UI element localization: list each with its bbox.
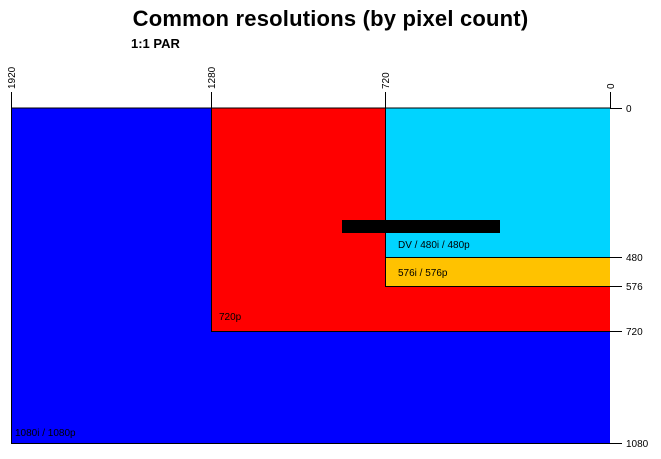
region-480-rect [385, 108, 610, 257]
region-label-720: 720p [219, 312, 242, 323]
x-tick-1920: 1920 [7, 66, 18, 89]
region-label-1080: 1080i / 1080p [15, 428, 76, 439]
diagram-subtitle: 1:1 PAR [131, 36, 180, 51]
x-tick-1280: 1280 [207, 66, 218, 89]
x-tick-0: 0 [606, 83, 617, 89]
region-label-576: 576i / 576p [398, 268, 448, 279]
region-outlines [11, 107, 610, 444]
y-tick-480: 480 [626, 253, 643, 264]
y-tick-1080: 1080 [626, 439, 649, 450]
y-tick-720: 720 [626, 327, 643, 338]
x-tick-720: 720 [381, 72, 392, 89]
right-axis-ticks [610, 108, 622, 444]
top-axis-ticks [11, 92, 611, 108]
region-label-480: DV / 480i / 480p [398, 240, 470, 251]
diagram-title: Common resolutions (by pixel count) [132, 6, 529, 31]
black-bar [342, 220, 500, 233]
y-tick-576: 576 [626, 282, 643, 293]
y-tick-0: 0 [626, 104, 632, 115]
